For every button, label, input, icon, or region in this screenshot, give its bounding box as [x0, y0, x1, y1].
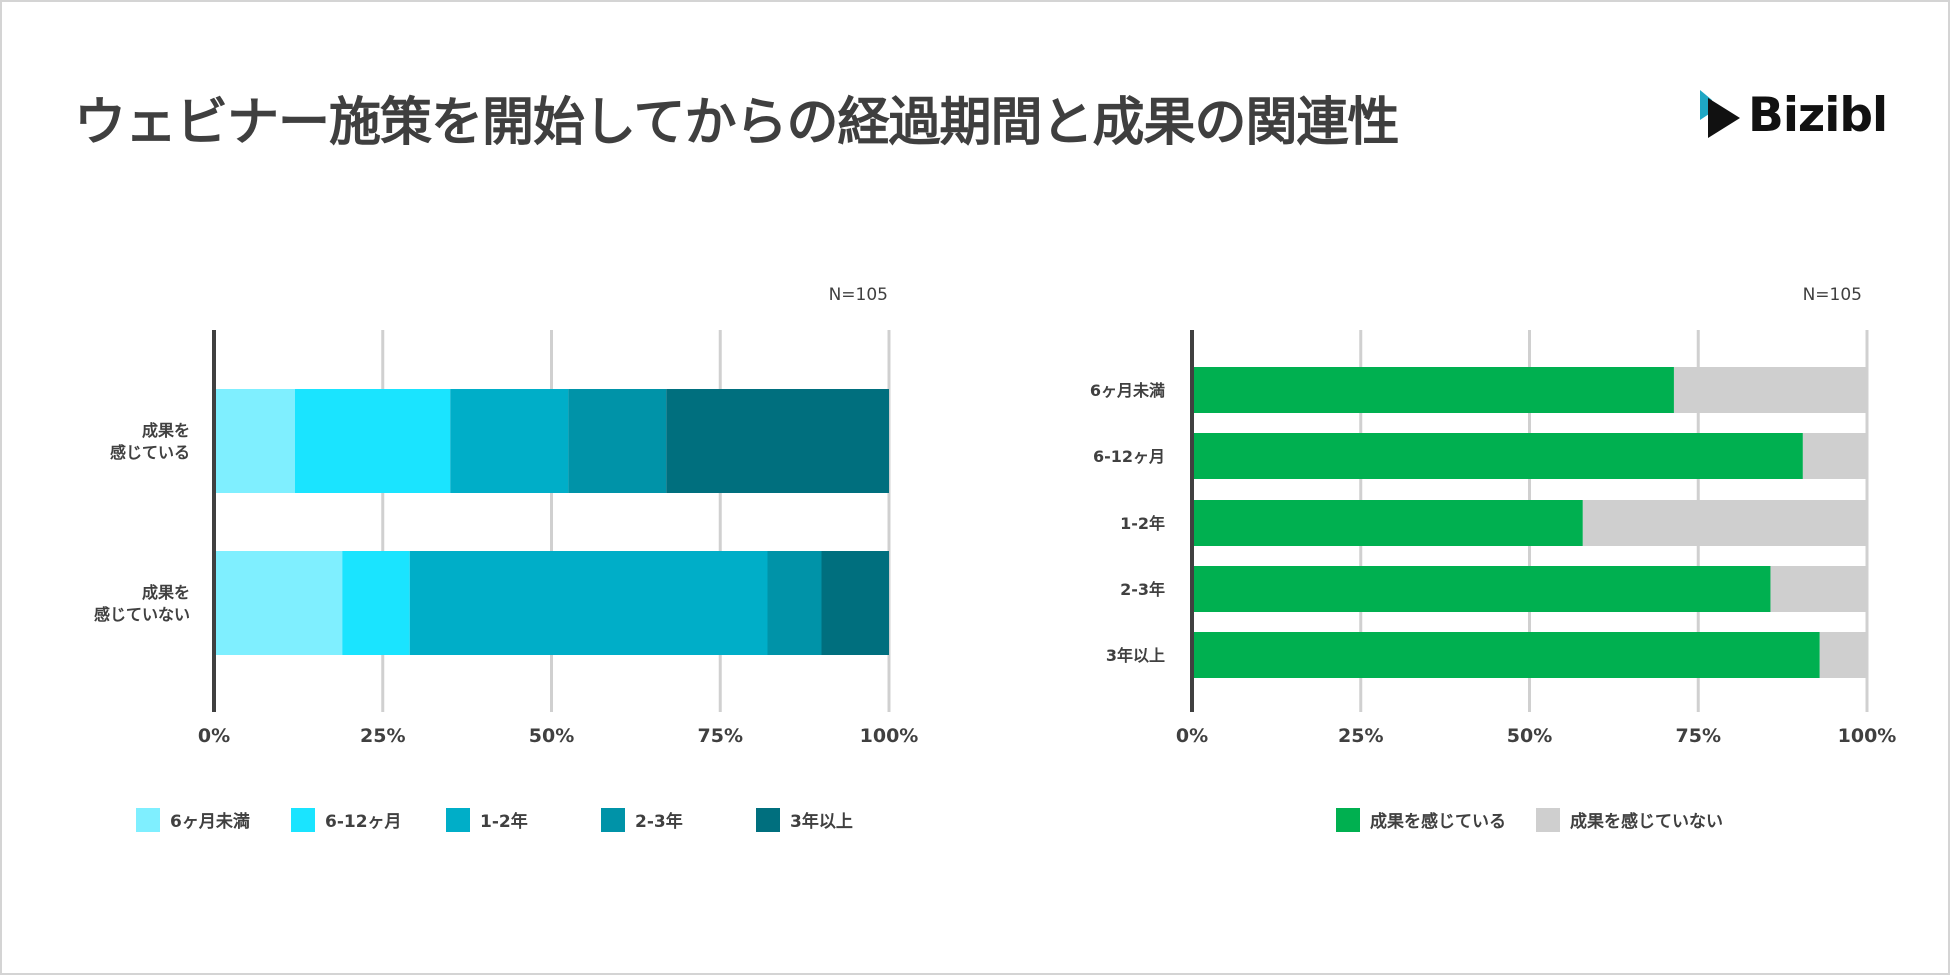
legend-swatch [291, 807, 315, 832]
bar-segment [214, 389, 295, 493]
bar-segment [568, 389, 667, 493]
bar-segment [342, 551, 410, 655]
bar-segment [1582, 500, 1867, 546]
x-tick-label: 50% [529, 725, 574, 747]
legend-right: 成果を感じている 成果を感じていない [1336, 807, 1753, 832]
bar-segment [1770, 566, 1867, 612]
category-label: 1-2年 [1120, 514, 1165, 533]
page-title: ウェビナー施策を開始してからの経過期間と成果の関連性 [74, 93, 1399, 153]
category-label: 2-3年 [1120, 580, 1165, 599]
logo-text: Bizibl [1748, 88, 1888, 143]
category-label: 成果を [142, 421, 190, 440]
legend-swatch [136, 807, 160, 832]
legend-swatch [1336, 807, 1360, 832]
x-tick-label: 25% [1338, 725, 1383, 747]
legend-swatch [1536, 807, 1560, 832]
legend-left: 6ヶ月未満 6-12ヶ月 1-2年 2-3年 3年以上 [136, 807, 911, 832]
legend-item: 1-2年 [446, 807, 601, 832]
bar-segment [1192, 632, 1820, 678]
legend-label: 成果を感じている [1370, 812, 1506, 832]
brand-logo: Bizibl [1696, 86, 1896, 143]
x-tick-label: 75% [1676, 725, 1721, 747]
category-label: 6-12ヶ月 [1093, 447, 1165, 466]
bar-segment [1192, 500, 1583, 546]
category-label: 6ヶ月未満 [1090, 381, 1165, 400]
bar-segment [214, 551, 343, 655]
bar-segment [1673, 367, 1867, 413]
bar-segment [409, 551, 768, 655]
chart-by-period: 0% 25% 50% 75% 100% N=105 6ヶ月未満 6-12ヶ月 1-2年 2-3年 3… [1090, 285, 1897, 747]
bar-segment [767, 551, 822, 655]
legend-swatch [756, 807, 780, 832]
legend-label: 3年以上 [790, 812, 853, 832]
legend-label: 成果を感じていない [1570, 812, 1723, 832]
x-tick-label: 50% [1507, 725, 1552, 747]
legend-item: 2-3年 [601, 807, 756, 832]
x-tick-label: 75% [698, 725, 743, 747]
bar-segment [1802, 433, 1867, 479]
x-tick-label: 100% [860, 725, 919, 747]
legend-item: 6-12ヶ月 [291, 807, 446, 832]
x-tick-label: 100% [1838, 725, 1897, 747]
x-tick-label: 0% [1176, 725, 1208, 747]
sample-size-note: N=105 [829, 285, 888, 305]
legend-label: 2-3年 [635, 812, 683, 832]
bar-segment [1192, 433, 1803, 479]
bar-segment [295, 389, 451, 493]
legend-item: 成果を感じている [1336, 807, 1506, 832]
legend-item: 成果を感じていない [1536, 807, 1723, 832]
category-label: 成果を [142, 583, 190, 602]
bar-segment [1819, 632, 1867, 678]
bar-segment [666, 389, 889, 493]
x-tick-label: 0% [198, 725, 230, 747]
category-label: 感じている [110, 443, 190, 462]
legend-label: 1-2年 [480, 812, 528, 832]
x-tick-label: 25% [360, 725, 405, 747]
play-icon [1700, 90, 1740, 138]
category-label: 感じていない [94, 605, 190, 624]
sample-size-note: N=105 [1803, 285, 1862, 305]
bar-segment [821, 551, 889, 655]
legend-swatch [446, 807, 470, 832]
category-label: 3年以上 [1106, 646, 1165, 665]
legend-label: 6-12ヶ月 [325, 812, 402, 832]
legend-label: 6ヶ月未満 [170, 812, 250, 832]
bar-segment [1192, 566, 1771, 612]
legend-swatch [601, 807, 625, 832]
legend-item: 6ヶ月未満 [136, 807, 291, 832]
legend-item: 3年以上 [756, 807, 911, 832]
bar-segment [1192, 367, 1674, 413]
bar-segment [450, 389, 569, 493]
